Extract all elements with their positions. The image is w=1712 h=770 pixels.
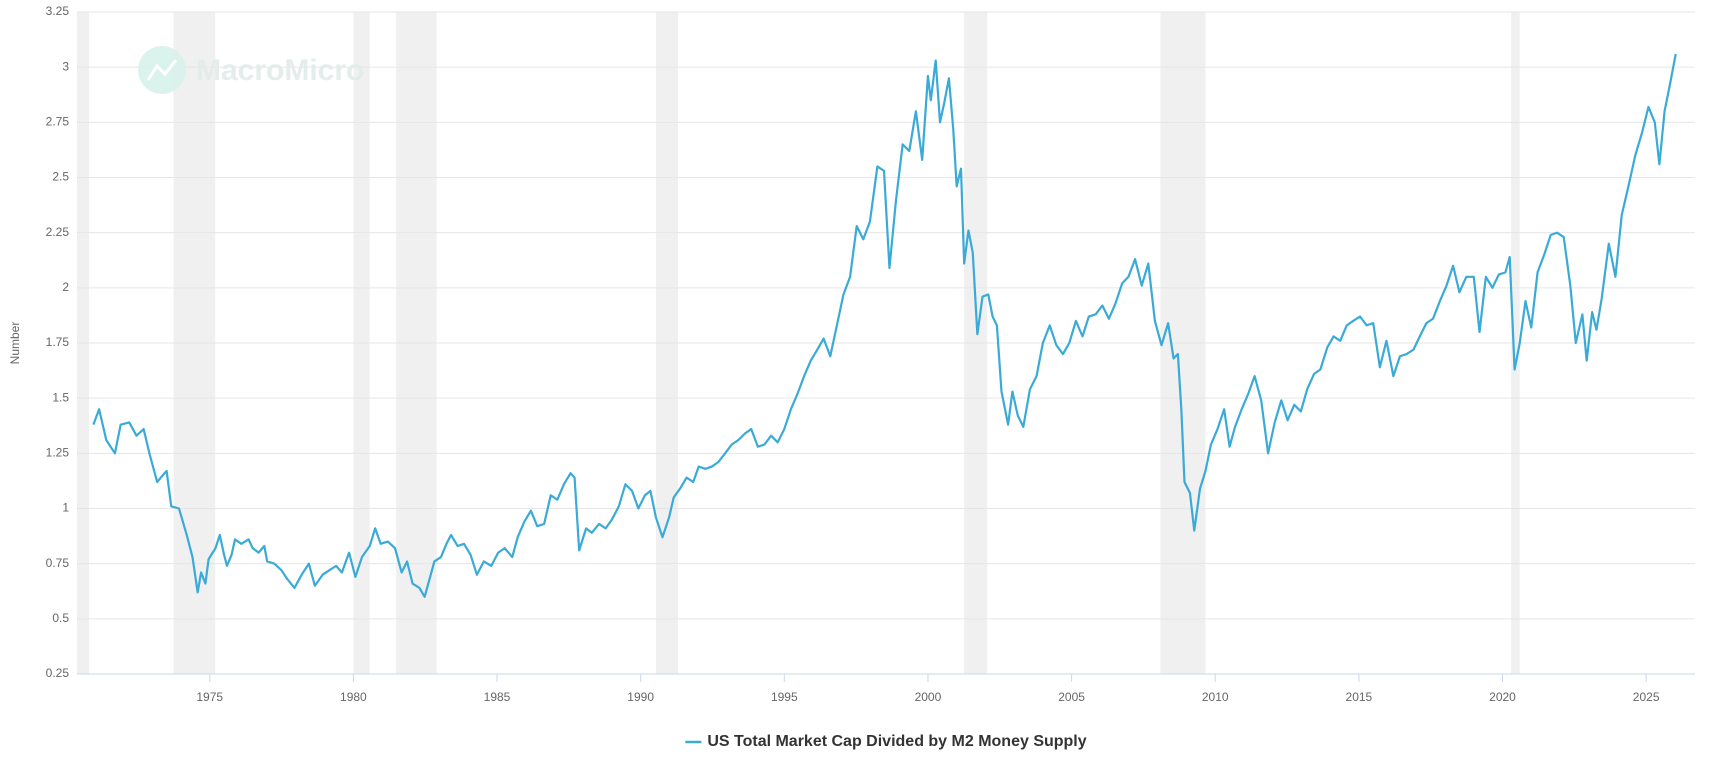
x-tick-label: 2015 — [1346, 690, 1373, 704]
x-tick-label: 1990 — [627, 690, 654, 704]
y-tick-label: 2 — [62, 280, 69, 294]
watermark-text: MacroMicro — [196, 54, 364, 87]
y-tick-label: 0.75 — [46, 556, 70, 570]
x-tick-label: 1995 — [771, 690, 798, 704]
y-tick-label: 1.25 — [46, 446, 70, 460]
y-tick-label: 0.5 — [52, 611, 69, 625]
legend: US Total Market Cap Divided by M2 Money … — [685, 733, 1087, 750]
plot — [92, 53, 1677, 598]
x-tick-label: 2010 — [1202, 690, 1229, 704]
watermark-icon-line — [146, 59, 178, 81]
x-tick-label: 2020 — [1489, 690, 1516, 704]
y-tick-label: 1.5 — [52, 390, 69, 404]
legend-label: US Total Market Cap Divided by M2 Money … — [707, 733, 1086, 750]
y-tick-label: 2.25 — [46, 225, 70, 239]
x-tick-label: 1980 — [340, 690, 367, 704]
y-tick-label: 1.75 — [46, 335, 70, 349]
x-tick-label: 2005 — [1058, 690, 1085, 704]
x-tick-label: 2000 — [915, 690, 942, 704]
x-tick-label: 1985 — [484, 690, 511, 704]
y-tick-label: 0.25 — [46, 666, 70, 680]
watermark: MacroMicro — [138, 46, 364, 94]
y-tick-label: 3 — [62, 59, 69, 73]
y-tick-label: 1 — [62, 501, 69, 515]
y-tick-label: 2.75 — [46, 115, 70, 129]
y-axis-label: Number — [8, 322, 22, 365]
y-tick-label: 2.5 — [52, 170, 69, 184]
grid — [77, 11, 1695, 675]
data-line — [92, 53, 1677, 598]
x-tick-label: 2025 — [1633, 690, 1660, 704]
y-tick-label: 3.25 — [46, 4, 70, 18]
x-tick-label: 1975 — [196, 690, 223, 704]
